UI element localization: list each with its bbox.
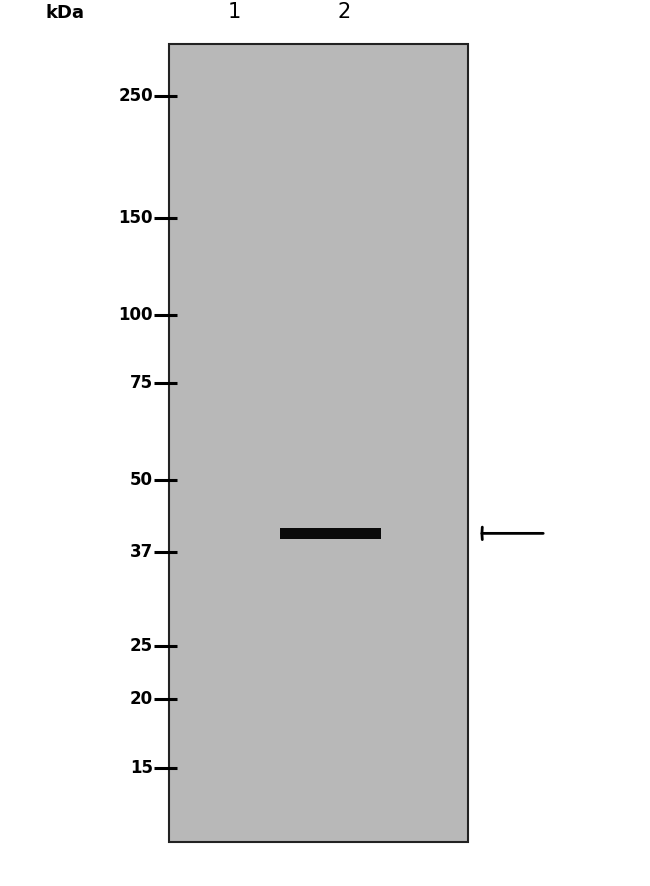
Text: 75: 75 — [129, 374, 153, 392]
Text: 50: 50 — [130, 471, 153, 489]
Text: 25: 25 — [129, 637, 153, 655]
Text: 100: 100 — [118, 306, 153, 323]
Text: 15: 15 — [130, 758, 153, 777]
Bar — [280, 527, 381, 539]
Text: kDa: kDa — [46, 4, 84, 22]
Text: 20: 20 — [129, 690, 153, 708]
Text: 250: 250 — [118, 87, 153, 105]
Bar — [169, 44, 468, 842]
Text: 150: 150 — [118, 209, 153, 227]
Text: 2: 2 — [338, 2, 351, 22]
Text: 1: 1 — [227, 2, 240, 22]
Text: 37: 37 — [129, 543, 153, 561]
